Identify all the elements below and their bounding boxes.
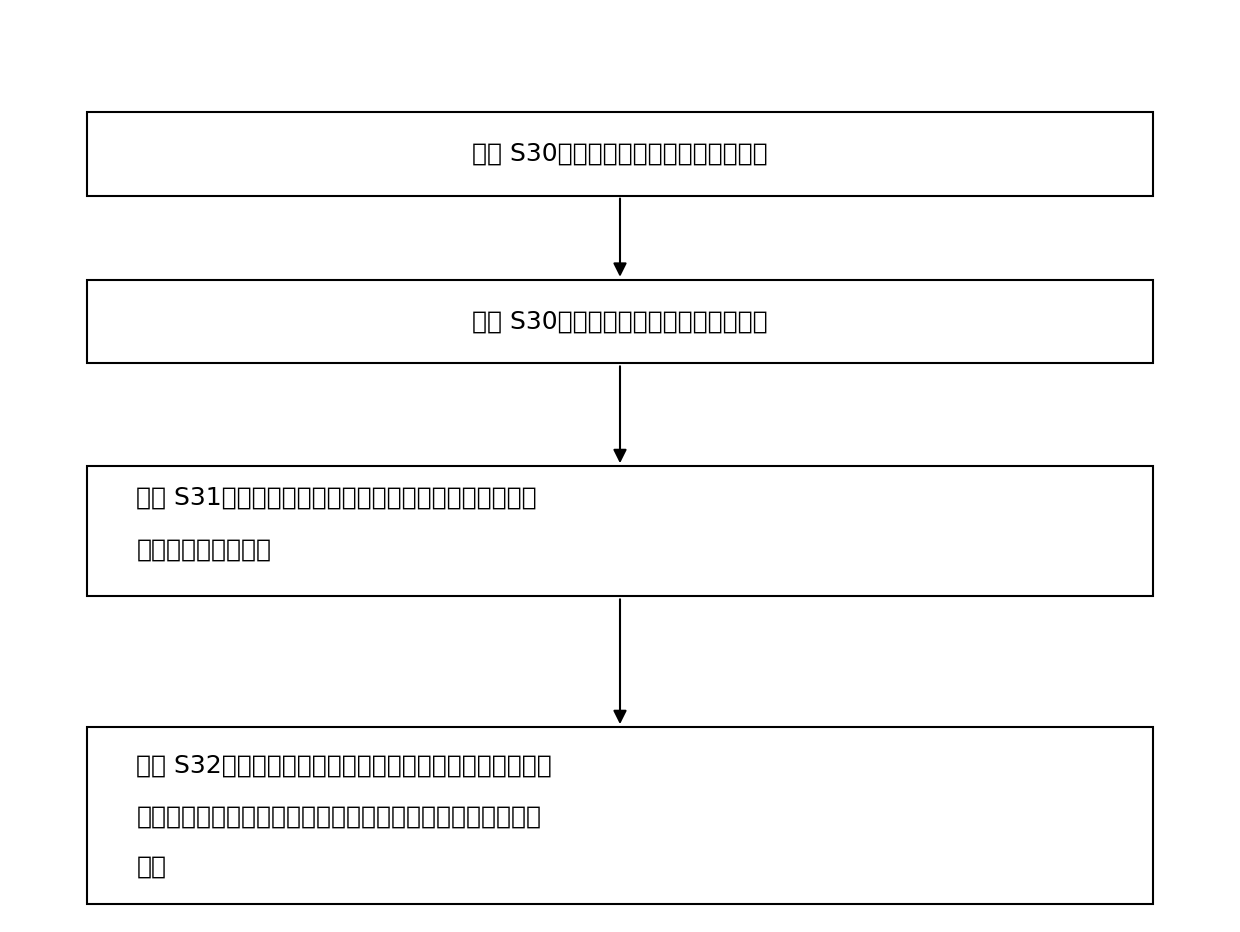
Text: 步骤 S30、启动所述通用输入输出接口；: 步骤 S30、启动所述通用输入输出接口； [472, 309, 768, 334]
Text: 步骤 S32、于所述第一预设电平状态保持一预设时间之后，: 步骤 S32、于所述第一预设电平状态保持一预设时间之后， [136, 753, 552, 777]
Text: 步骤 S31、将所述通用输入输出接口的电平状态设置为一: 步骤 S31、将所述通用输入输出接口的电平状态设置为一 [136, 486, 537, 510]
FancyBboxPatch shape [87, 112, 1153, 196]
Text: 将所述通用输入输出接口的电平状态设置为一第二预设电平状: 将所述通用输入输出接口的电平状态设置为一第二预设电平状 [136, 804, 542, 829]
Text: 第一预设电平状态；: 第一预设电平状态； [136, 538, 272, 562]
FancyBboxPatch shape [87, 280, 1153, 363]
Text: 步骤 S30、启动所述通用输入输出接口；: 步骤 S30、启动所述通用输入输出接口； [472, 142, 768, 166]
FancyBboxPatch shape [87, 727, 1153, 904]
Text: 态。: 态。 [136, 855, 166, 879]
FancyBboxPatch shape [87, 466, 1153, 596]
